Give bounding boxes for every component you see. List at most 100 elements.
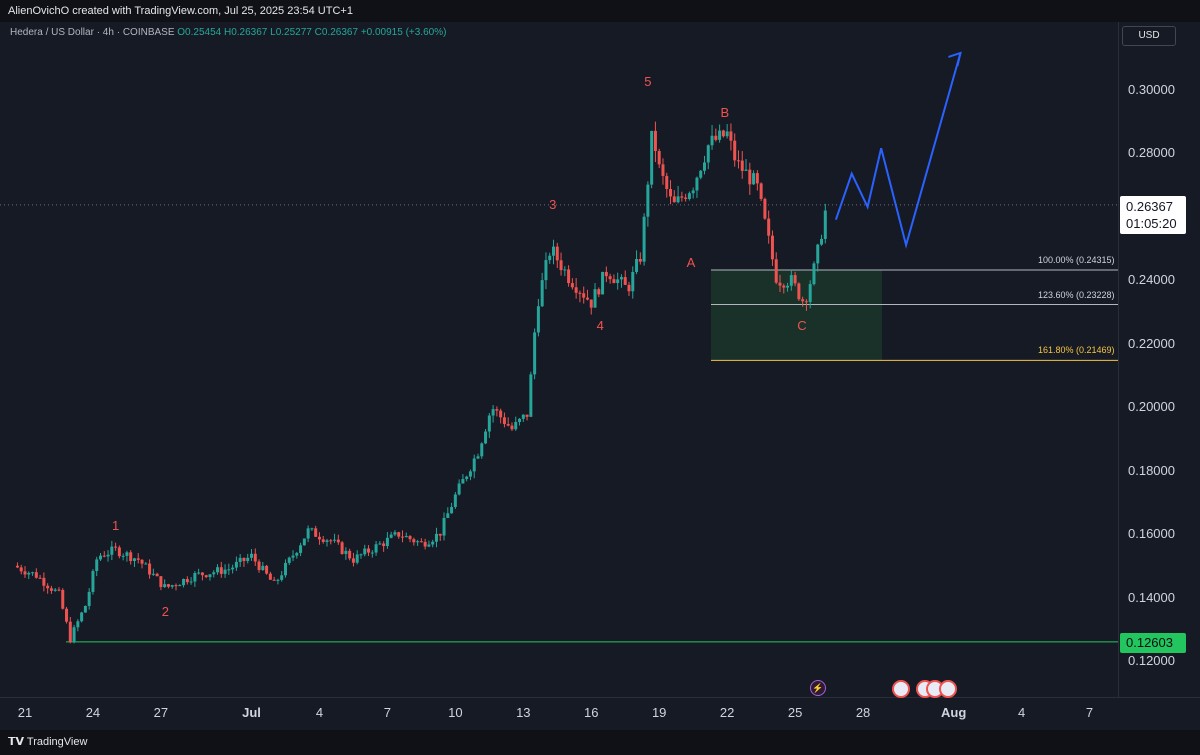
candle bbox=[163, 584, 167, 588]
candle bbox=[102, 555, 106, 557]
candle bbox=[227, 569, 231, 571]
candle bbox=[555, 246, 559, 261]
chart-area[interactable] bbox=[0, 22, 1118, 697]
candle bbox=[423, 541, 427, 547]
candle bbox=[189, 581, 193, 583]
candle bbox=[770, 235, 774, 260]
wave-label: 4 bbox=[596, 318, 604, 334]
price-tick-label: 0.20000 bbox=[1128, 399, 1175, 414]
us-flag-icon[interactable] bbox=[939, 680, 957, 698]
wave-label: B bbox=[720, 105, 730, 121]
candle bbox=[687, 193, 691, 199]
candle bbox=[385, 537, 389, 547]
candle bbox=[374, 544, 378, 553]
candle bbox=[95, 559, 99, 572]
candle bbox=[397, 532, 401, 537]
candle bbox=[53, 589, 57, 591]
candle bbox=[533, 332, 537, 375]
candle bbox=[567, 269, 571, 284]
time-axis[interactable] bbox=[0, 697, 1200, 731]
candle bbox=[242, 557, 246, 562]
last-price-marker: 0.26367 01:05:20 bbox=[1120, 196, 1186, 234]
candle bbox=[204, 575, 208, 578]
candle bbox=[15, 565, 19, 568]
candle bbox=[76, 621, 80, 628]
candle bbox=[612, 279, 616, 284]
candle bbox=[721, 130, 725, 137]
candle bbox=[623, 277, 627, 285]
candle bbox=[820, 238, 824, 245]
price-tick-label: 0.14000 bbox=[1128, 589, 1175, 605]
price-axis[interactable] bbox=[1118, 22, 1200, 697]
candle bbox=[574, 287, 578, 293]
candle bbox=[695, 177, 699, 191]
candle bbox=[453, 494, 457, 508]
candle bbox=[468, 471, 472, 477]
candle bbox=[646, 184, 650, 217]
candle bbox=[38, 577, 42, 579]
fib-level-label: 161.80% (0.21469) bbox=[1038, 345, 1115, 356]
candle bbox=[91, 571, 95, 592]
candle bbox=[80, 612, 84, 622]
candle bbox=[733, 140, 737, 161]
ohlc-close: C0.26367 bbox=[314, 27, 359, 38]
candle bbox=[348, 550, 352, 559]
candle bbox=[604, 271, 608, 277]
candle bbox=[378, 543, 382, 545]
time-tick-label: 13 bbox=[516, 705, 531, 720]
candle bbox=[589, 299, 593, 308]
candle bbox=[669, 188, 673, 197]
candle bbox=[166, 584, 170, 587]
candle bbox=[291, 555, 295, 558]
last-price-value: 0.26367 bbox=[1126, 199, 1173, 214]
candle bbox=[310, 528, 314, 530]
footer-brand: TradingView bbox=[26, 736, 88, 748]
price-tick-label: 0.24000 bbox=[1128, 272, 1175, 287]
price-chart[interactable] bbox=[0, 22, 1118, 697]
candle bbox=[631, 271, 635, 292]
candle bbox=[125, 552, 129, 556]
candle bbox=[231, 567, 235, 570]
candle bbox=[193, 573, 197, 582]
price-tick-label: 0.18000 bbox=[1128, 462, 1175, 478]
chart-credit: AlienOvichO created with TradingView.com… bbox=[0, 0, 1200, 22]
candle bbox=[272, 579, 276, 581]
time-tick-label: 24 bbox=[85, 705, 101, 720]
ohlc-high: H0.26367 bbox=[224, 27, 268, 38]
candle bbox=[219, 567, 223, 574]
candle bbox=[744, 169, 748, 171]
candle bbox=[46, 585, 50, 589]
candle bbox=[627, 284, 631, 292]
candle bbox=[23, 571, 27, 575]
time-tick-label: 7 bbox=[383, 705, 392, 720]
time-tick-label: 16 bbox=[584, 705, 599, 720]
candle bbox=[502, 417, 506, 425]
candle bbox=[499, 410, 503, 418]
candle bbox=[132, 558, 136, 562]
candle bbox=[223, 569, 227, 574]
candle bbox=[736, 160, 740, 162]
candle bbox=[280, 575, 284, 580]
candle bbox=[774, 259, 778, 283]
candle bbox=[261, 565, 265, 571]
currency-button[interactable]: USD bbox=[1122, 26, 1176, 46]
candle bbox=[601, 271, 605, 295]
candle bbox=[786, 285, 790, 288]
candle bbox=[638, 258, 642, 262]
candle bbox=[317, 536, 321, 540]
candle bbox=[521, 414, 525, 419]
candle bbox=[472, 458, 476, 472]
time-tick-label: 21 bbox=[17, 705, 33, 720]
candle bbox=[718, 130, 722, 140]
candle bbox=[257, 561, 261, 571]
candle bbox=[351, 558, 355, 563]
candle bbox=[710, 135, 714, 146]
candle bbox=[355, 554, 359, 563]
us-flag-icon[interactable] bbox=[892, 680, 910, 698]
candle bbox=[804, 301, 808, 303]
candle bbox=[61, 589, 65, 609]
candle bbox=[789, 275, 793, 286]
lightning-event-icon[interactable]: ⚡ bbox=[810, 680, 826, 696]
candle bbox=[585, 297, 589, 300]
candle bbox=[155, 573, 159, 577]
